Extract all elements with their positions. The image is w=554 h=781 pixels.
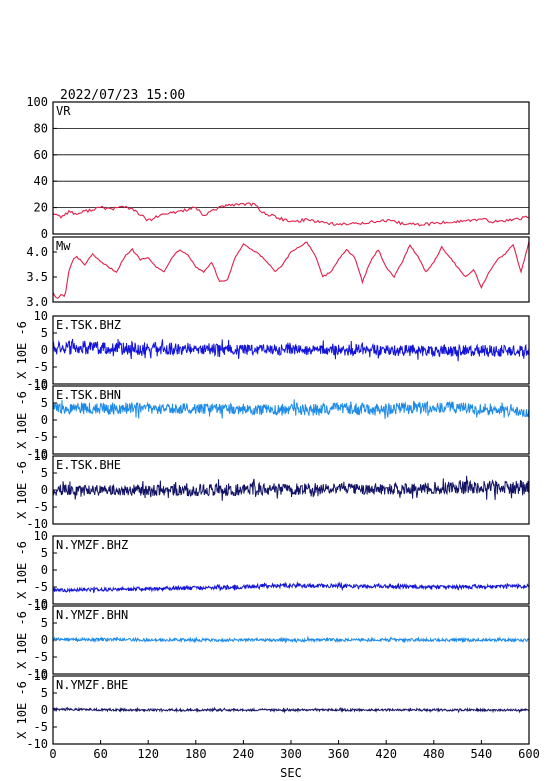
y-tick-label: 0 [41,633,48,647]
panel-n-ymzf-bhe: -10 -5 0 5 10 N.YMZF.BHE X 10E -6 [15,669,530,751]
panel-frame [52,535,530,605]
x-tick-label: 540 [471,747,493,761]
panel-frame [52,315,530,385]
series-line [52,202,530,227]
y-tick-label: 0 [41,563,48,577]
y-tick-label: 5 [41,616,48,630]
series-label: N.YMZF.BHE [56,678,128,692]
y-axis-title: X 10E -6 [15,321,29,379]
y-tick-label: 5 [41,326,48,340]
series-label: VR [56,104,71,118]
panel-mw: 3.0 3.5 4.0 Mw [26,236,530,309]
y-tick-label: 40 [34,174,48,188]
series-line [52,706,530,714]
panel-n-ymzf-bhz: -10 -5 0 5 10 N.YMZF.BHZ X 10E -6 [15,529,530,611]
panel-e-tsk-bhz: -10 -5 0 5 10 E.TSK.BHZ X 10E -6 [15,309,530,391]
y-tick-label: -10 [26,667,48,681]
x-tick-label: 600 [518,747,540,761]
x-axis: 0 60 120 180 240 300 360 420 480 540 600 [49,740,540,761]
y-tick-label: -10 [26,377,48,391]
series-line [52,580,530,594]
series-label: Mw [56,239,71,253]
panel-e-tsk-bhn: -10 -5 0 5 10 E.TSK.BHN X 10E -6 [15,379,530,461]
y-tick-label: 10 [34,599,48,613]
series-label: E.TSK.BHE [56,458,121,472]
y-tick-label: 10 [34,309,48,323]
y-tick-label: 10 [34,529,48,543]
x-tick-label: 240 [233,747,255,761]
series-line [52,241,530,299]
y-tick-label: 20 [34,201,48,215]
x-tick-label: 420 [375,747,397,761]
x-tick-label: 0 [49,747,56,761]
x-tick-label: 120 [137,747,159,761]
panel-frame [52,236,530,303]
y-tick-label: 3.5 [26,270,48,284]
y-tick-label: 0 [41,703,48,717]
x-tick-label: 360 [328,747,350,761]
y-tick-label: 10 [34,379,48,393]
y-tick-label: -10 [26,517,48,531]
y-tick-label: -10 [26,597,48,611]
y-tick-label: 0 [41,343,48,357]
series-label: E.TSK.BHN [56,388,121,402]
series-line [52,635,530,644]
y-tick-label: -5 [34,650,48,664]
y-axis-title: X 10E -6 [15,611,29,669]
y-tick-label: 10 [34,669,48,683]
series-label: N.YMZF.BHZ [56,538,128,552]
x-tick-label: 180 [185,747,207,761]
y-tick-label: -5 [34,720,48,734]
y-axis-title: X 10E -6 [15,541,29,599]
series-line [52,475,530,501]
y-axis-title: X 10E -6 [15,681,29,739]
y-tick-label: -5 [34,430,48,444]
x-tick-label: 480 [423,747,445,761]
y-tick-label: -5 [34,360,48,374]
y-tick-label: 60 [34,148,48,162]
panel-frame [52,605,530,675]
y-tick-label: -10 [26,447,48,461]
panel-n-ymzf-bhn: -10 -5 0 5 10 N.YMZF.BHN X 10E -6 [15,599,530,681]
y-tick-label: -5 [34,580,48,594]
y-axis-title: X 10E -6 [15,391,29,449]
y-axis-title: X 10E -6 [15,461,29,519]
x-tick-label: 60 [93,747,107,761]
y-tick-label: 5 [41,686,48,700]
panel-frame [52,385,530,455]
y-tick-label: -10 [26,737,48,751]
y-tick-label: 5 [41,466,48,480]
panel-e-tsk-bhe: -10 -5 0 5 10 E.TSK.BHE X 10E -6 [15,449,530,531]
y-tick-label: 80 [34,121,48,135]
y-tick-label: 100 [26,95,48,109]
y-tick-label: 0 [41,227,48,241]
y-tick-label: 0 [41,483,48,497]
series-label: N.YMZF.BHN [56,608,128,622]
series-label: E.TSK.BHZ [56,318,121,332]
series-line [52,399,530,420]
y-tick-label: 5 [41,546,48,560]
y-tick-label: 10 [34,449,48,463]
panel-frame [52,101,530,235]
x-axis-title: SEC [280,766,302,780]
y-tick-label: 5 [41,396,48,410]
y-tick-label: -5 [34,500,48,514]
chart-title: 2022/07/23 15:00 [60,88,185,103]
panel-frame [52,455,530,525]
y-tick-label: 0 [41,413,48,427]
y-tick-label: 3.0 [26,295,48,309]
x-tick-label: 300 [280,747,302,761]
panel-vr: 0 20 40 60 80 100 VR [26,95,530,241]
series-line [52,338,530,362]
y-tick-label: 4.0 [26,245,48,259]
